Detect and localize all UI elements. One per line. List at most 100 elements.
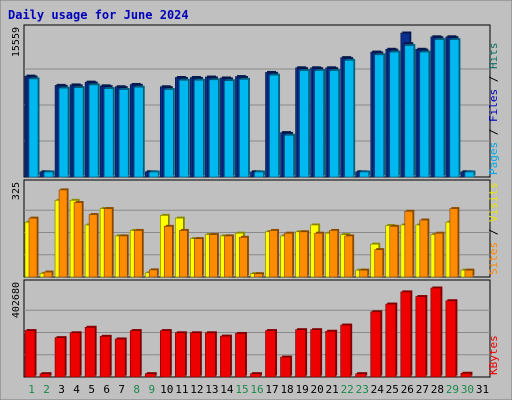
x-tick-label-22: 22 (341, 383, 354, 396)
bar-kbytes-kbytes-day-10 (159, 330, 171, 378)
bar-visits-sites-day-16 (254, 273, 263, 278)
bar-kbytes-kbytes-day-17 (265, 330, 276, 378)
bar-visits-sites-day-15 (239, 236, 248, 278)
bar-kbytes-kbytes-day-5 (84, 326, 96, 378)
x-tick-label-25: 25 (386, 383, 399, 396)
bar-visits-sites-day-1 (28, 217, 38, 278)
bar-kbytes-kbytes-day-26 (400, 291, 412, 378)
bar-hits-pages-day-5 (88, 84, 99, 178)
bar-kbytes-kbytes-day-20 (310, 329, 321, 378)
bar-hits-pages-day-4 (73, 87, 84, 178)
x-tick-label-26: 26 (401, 383, 414, 396)
bar-kbytes-kbytes-day-11 (175, 332, 186, 378)
bar-kbytes-kbytes-day-28 (430, 287, 442, 378)
panel-visits-ymax-label: 325 (11, 182, 22, 200)
panel-kbytes-side-legend: KBytes (487, 335, 500, 375)
x-tick-label-15: 15 (235, 383, 248, 396)
panel-hits-legend-part-1: / (487, 122, 500, 142)
bar-hits-pages-day-11 (179, 79, 189, 178)
bar-hits-pages-day-6 (103, 88, 114, 178)
bar-hits-pages-day-18 (284, 135, 294, 178)
bar-kbytes-kbytes-day-7 (114, 338, 126, 378)
bar-kbytes-kbytes-day-22 (340, 324, 351, 378)
x-tick-label-24: 24 (371, 383, 385, 396)
bar-visits-sites-day-21 (329, 230, 338, 278)
x-tick-label-28: 28 (431, 383, 444, 396)
panel-hits-legend-part-0: Pages (487, 142, 500, 175)
panel-kbytes-ymax-label: 402680 (11, 282, 22, 318)
x-tick-label-10: 10 (160, 383, 173, 396)
bar-hits-pages-day-30 (464, 171, 475, 178)
bar-kbytes-kbytes-day-29 (445, 300, 457, 378)
bar-hits-pages-day-10 (163, 89, 174, 178)
x-tick-label-8: 8 (133, 383, 140, 396)
bar-kbytes-kbytes-day-23 (355, 373, 367, 378)
bar-hits-pages-day-25 (389, 51, 400, 178)
bar-visits-sites-day-17 (269, 230, 278, 278)
bar-hits-pages-day-23 (359, 171, 370, 178)
bar-visits-sites-day-22 (344, 235, 353, 278)
bar-visits-sites-day-11 (179, 230, 188, 278)
x-tick-label-11: 11 (175, 383, 188, 396)
x-tick-label-3: 3 (58, 383, 65, 396)
bar-hits-pages-day-28 (434, 39, 445, 178)
panel-visits-legend-part-0: Sites (487, 242, 500, 275)
bar-hits-pages-day-22 (344, 60, 354, 178)
chart-title: Daily usage for June 2024 (8, 8, 189, 22)
x-tick-label-5: 5 (88, 383, 95, 396)
bar-visits-sites-day-3 (58, 189, 68, 278)
bar-kbytes-kbytes-day-15 (235, 333, 246, 378)
x-tick-label-7: 7 (118, 383, 125, 396)
panel-visits-legend-part-2: Visits (487, 182, 500, 222)
bar-kbytes-kbytes-day-30 (460, 372, 472, 378)
bar-visits-sites-day-19 (299, 231, 308, 278)
bar-visits-sites-day-25 (389, 226, 399, 278)
x-tick-label-6: 6 (103, 383, 110, 396)
bar-hits-pages-day-21 (329, 70, 339, 178)
x-tick-label-21: 21 (326, 383, 339, 396)
bar-visits-sites-day-7 (118, 235, 128, 278)
bar-kbytes-kbytes-day-18 (280, 356, 291, 378)
x-tick-label-18: 18 (280, 383, 293, 396)
x-tick-label-23: 23 (356, 383, 369, 396)
bar-kbytes-kbytes-day-13 (205, 332, 216, 378)
bar-hits-pages-day-1 (28, 78, 39, 178)
panel-hits-legend-part-2: Files (487, 89, 500, 122)
bar-kbytes-kbytes-day-9 (144, 373, 156, 378)
bar-kbytes-kbytes-day-3 (54, 337, 66, 378)
bar-hits-pages-day-16 (254, 171, 264, 178)
panel-hits-legend-part-3: / (487, 69, 500, 89)
x-tick-label-12: 12 (190, 383, 203, 396)
x-tick-label-20: 20 (311, 383, 324, 396)
bar-kbytes-kbytes-day-14 (220, 335, 231, 378)
bar-kbytes-kbytes-day-2 (39, 373, 51, 378)
bar-hits-pages-day-26 (404, 45, 415, 178)
bar-hits-pages-day-24 (374, 54, 385, 178)
bar-hits-pages-day-2 (43, 171, 54, 178)
bar-hits-pages-day-3 (58, 87, 69, 178)
bar-hits-pages-day-13 (209, 79, 219, 178)
bar-kbytes-kbytes-day-1 (24, 330, 36, 378)
panel-kbytes-legend-part-0: KBytes (487, 335, 500, 375)
panel-hits-legend-part-4: Hits (487, 43, 500, 70)
panel-kbytes: 402680 KBytes (11, 279, 500, 378)
bar-visits-sites-day-26 (404, 210, 414, 278)
bar-hits-pages-day-27 (419, 51, 430, 178)
x-tick-label-2: 2 (43, 383, 50, 396)
x-tick-label-1: 1 (28, 383, 35, 396)
bar-visits-sites-day-29 (449, 208, 459, 278)
panel-visits-legend-part-1: / (487, 222, 500, 242)
bar-kbytes-kbytes-day-8 (129, 330, 141, 378)
bar-hits-pages-day-17 (269, 74, 279, 178)
bar-kbytes-kbytes-day-19 (295, 329, 306, 378)
bar-kbytes-kbytes-day-16 (250, 373, 261, 378)
x-tick-label-17: 17 (265, 383, 278, 396)
bar-hits-pages-day-15 (239, 79, 249, 178)
x-tick-label-19: 19 (295, 383, 308, 396)
x-tick-label-14: 14 (220, 383, 234, 396)
panel-visits-side-legend: Sites / Visits (487, 182, 500, 275)
bar-hits-pages-day-14 (224, 80, 234, 178)
bar-visits-sites-day-27 (419, 219, 429, 278)
bar-visits-sites-day-20 (314, 232, 323, 278)
